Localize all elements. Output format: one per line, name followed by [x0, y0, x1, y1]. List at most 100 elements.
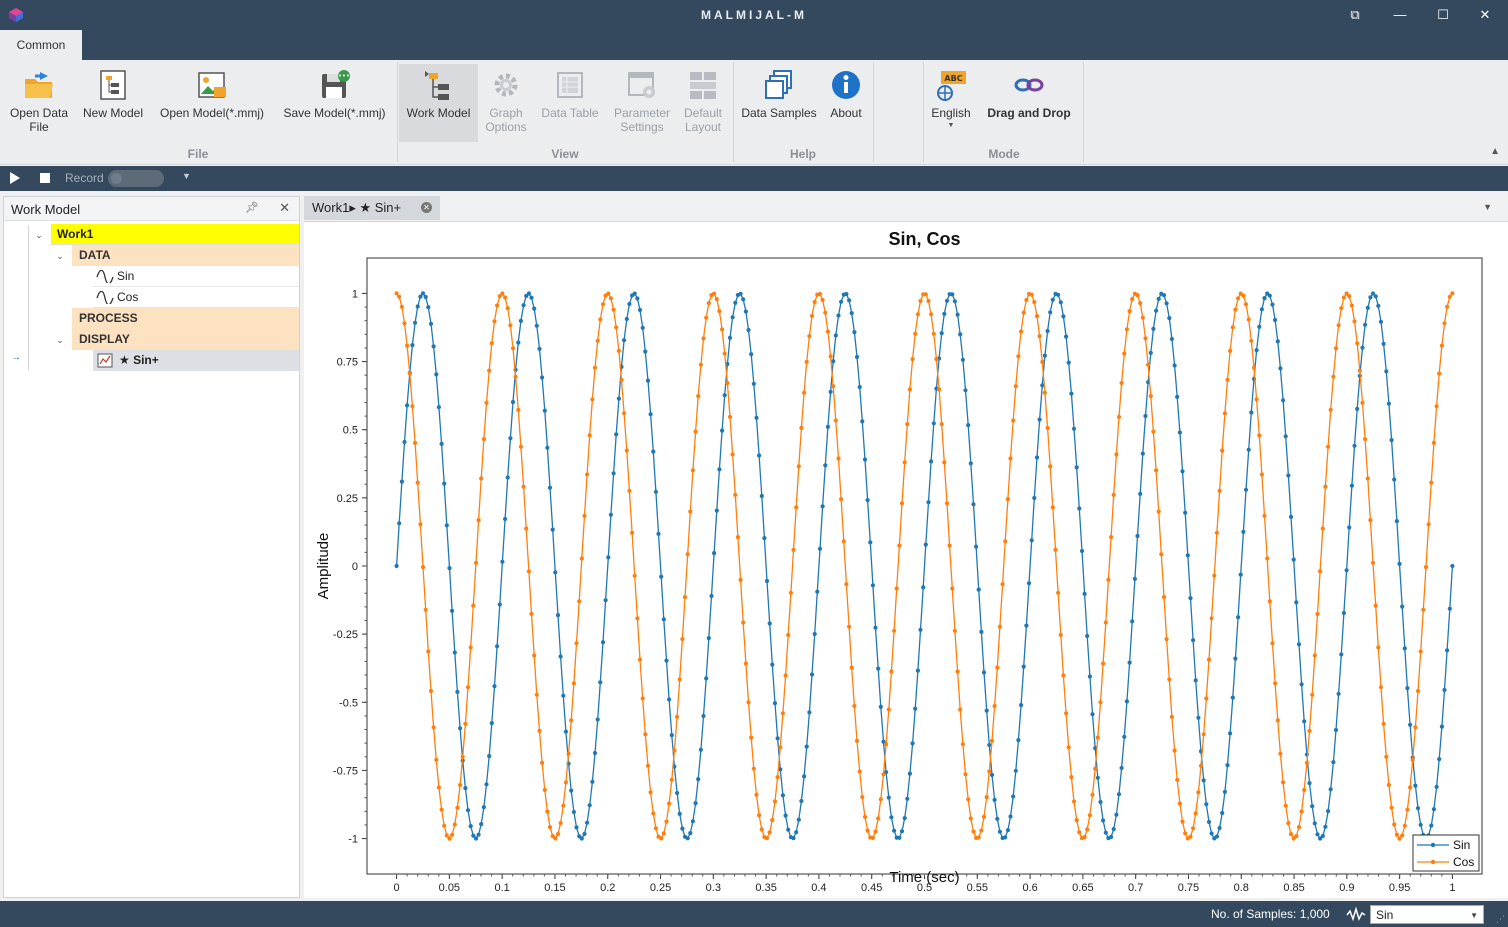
series-point-sin [1273, 317, 1278, 323]
series-point-sin [529, 295, 534, 300]
series-point-sin [1034, 455, 1040, 460]
maximize-button[interactable]: ☐ [1437, 7, 1449, 22]
series-point-cos [820, 297, 825, 303]
data-samples-label: Data Samples [741, 106, 817, 120]
series-point-sin [1312, 821, 1317, 826]
document-tab[interactable]: Work1▸ ★ Sin+ ✕ [304, 196, 440, 220]
close-icon[interactable]: ✕ [279, 200, 290, 215]
series-point-sin [428, 321, 434, 326]
series-point-cos [1000, 582, 1005, 587]
series-point-sin [550, 527, 555, 532]
chevron-down-icon[interactable]: ⌄ [35, 230, 43, 240]
series-point-cos [817, 291, 823, 297]
series-point-sin [1270, 302, 1275, 307]
series-point-sin [1286, 473, 1291, 478]
close-icon[interactable]: ✕ [421, 202, 432, 213]
series-point-sin [444, 523, 449, 528]
minimize-button[interactable]: — [1393, 7, 1407, 22]
open-data-file-button[interactable]: Open Data File [4, 64, 74, 142]
series-point-cos [1005, 497, 1011, 502]
drag-and-drop-button[interactable]: Drag and Drop [980, 64, 1078, 142]
tree-item-cos[interactable]: Cos [93, 287, 299, 308]
chevron-down-icon[interactable]: ▼ [182, 171, 191, 181]
series-point-cos [667, 801, 672, 806]
parameter-settings-button[interactable]: Parameter Settings [608, 64, 676, 142]
y-tick-label: -0.75 [333, 765, 358, 777]
series-point-sin [547, 485, 553, 490]
tree-item-work1[interactable]: Work1 [51, 224, 299, 245]
series-point-cos [1355, 341, 1360, 346]
stop-icon[interactable] [40, 173, 50, 183]
series-point-cos [1312, 653, 1317, 658]
series-point-sin [1278, 366, 1283, 371]
close-button[interactable]: ✕ [1479, 7, 1491, 22]
new-model-button[interactable]: New Model [78, 64, 148, 142]
x-tick-label: 0.8 [1234, 882, 1249, 894]
series-point-sin [1119, 765, 1124, 771]
series-point-cos [1193, 811, 1198, 816]
chevron-down-icon[interactable]: ⌄ [56, 251, 64, 261]
series-point-cos [1254, 397, 1259, 402]
series-point-cos [1302, 787, 1307, 793]
tab-common[interactable]: Common [0, 30, 82, 60]
series-point-sin [921, 585, 926, 590]
tree-item-sin-plus[interactable]: ★ Sin+ [93, 350, 299, 371]
series-point-cos [471, 603, 476, 608]
series-point-cos [730, 452, 735, 457]
current-item-arrow-icon: → [11, 352, 21, 363]
series-point-cos [1008, 456, 1013, 461]
open-model-button[interactable]: Open Model(*.mmj) [152, 64, 272, 142]
ribbon-collapse-icon[interactable]: ▲ [1490, 146, 1500, 157]
series-point-cos [1310, 692, 1315, 697]
series-point-cos [1045, 425, 1050, 430]
series-point-sin [1318, 836, 1323, 841]
pin-icon[interactable]: 📌︎ [245, 202, 259, 214]
series-point-cos [1064, 711, 1069, 716]
series-point-cos [722, 351, 727, 356]
resize-grip-icon[interactable]: ⋰ [1496, 914, 1505, 924]
language-dropdown[interactable]: ABC English ▼ [928, 64, 974, 142]
play-icon[interactable] [10, 172, 20, 184]
tree-item-sin[interactable]: Sin [93, 266, 299, 287]
series-point-sin [825, 424, 831, 429]
series-point-sin [923, 542, 928, 547]
data-table-button[interactable]: Data Table [536, 64, 604, 142]
series-point-cos [981, 814, 987, 820]
chevron-down-icon[interactable]: ▼ [1483, 202, 1492, 212]
default-layout-button[interactable]: Default Layout [678, 64, 728, 142]
record-toggle[interactable] [108, 170, 164, 187]
series-point-sin [1249, 410, 1254, 415]
series-point-cos [1431, 440, 1436, 445]
tree-item-display[interactable]: DISPLAY [72, 329, 299, 350]
x-tick-label: 0.9 [1339, 882, 1354, 894]
chevron-down-icon[interactable]: ⌄ [56, 335, 64, 345]
series-point-sin [484, 782, 489, 787]
x-tick-label: 0.1 [495, 882, 510, 894]
series-point-cos [733, 492, 738, 497]
series-point-sin [1183, 510, 1188, 515]
series-point-cos [645, 763, 651, 768]
series-point-cos [510, 346, 516, 351]
series-point-sin [661, 617, 666, 622]
series-point-sin [1442, 687, 1447, 693]
series-point-cos [854, 738, 860, 744]
channel-select[interactable]: Sin ▼ [1370, 905, 1484, 924]
data-samples-button[interactable]: Data Samples [737, 64, 821, 142]
series-point-cos [1352, 319, 1357, 324]
series-point-cos [452, 822, 457, 827]
tree-item-data[interactable]: DATA [72, 245, 299, 266]
restore-layout-icon[interactable]: ⧉ [1350, 7, 1360, 22]
tree-item-process[interactable]: PROCESS [72, 308, 299, 329]
series-point-cos [1315, 611, 1320, 617]
series-point-cos [1122, 351, 1127, 356]
graph-options-button[interactable]: Graph Options [480, 64, 532, 142]
series-point-cos [1349, 303, 1354, 308]
series-point-sin [563, 729, 568, 734]
about-button[interactable]: About [824, 64, 868, 142]
save-model-button[interactable]: ••• Save Model(*.mmj) [277, 64, 392, 142]
series-point-cos [892, 628, 897, 633]
series-point-sin [910, 741, 915, 746]
series-point-sin [730, 315, 735, 320]
work-model-button[interactable]: Work Model [399, 64, 478, 142]
